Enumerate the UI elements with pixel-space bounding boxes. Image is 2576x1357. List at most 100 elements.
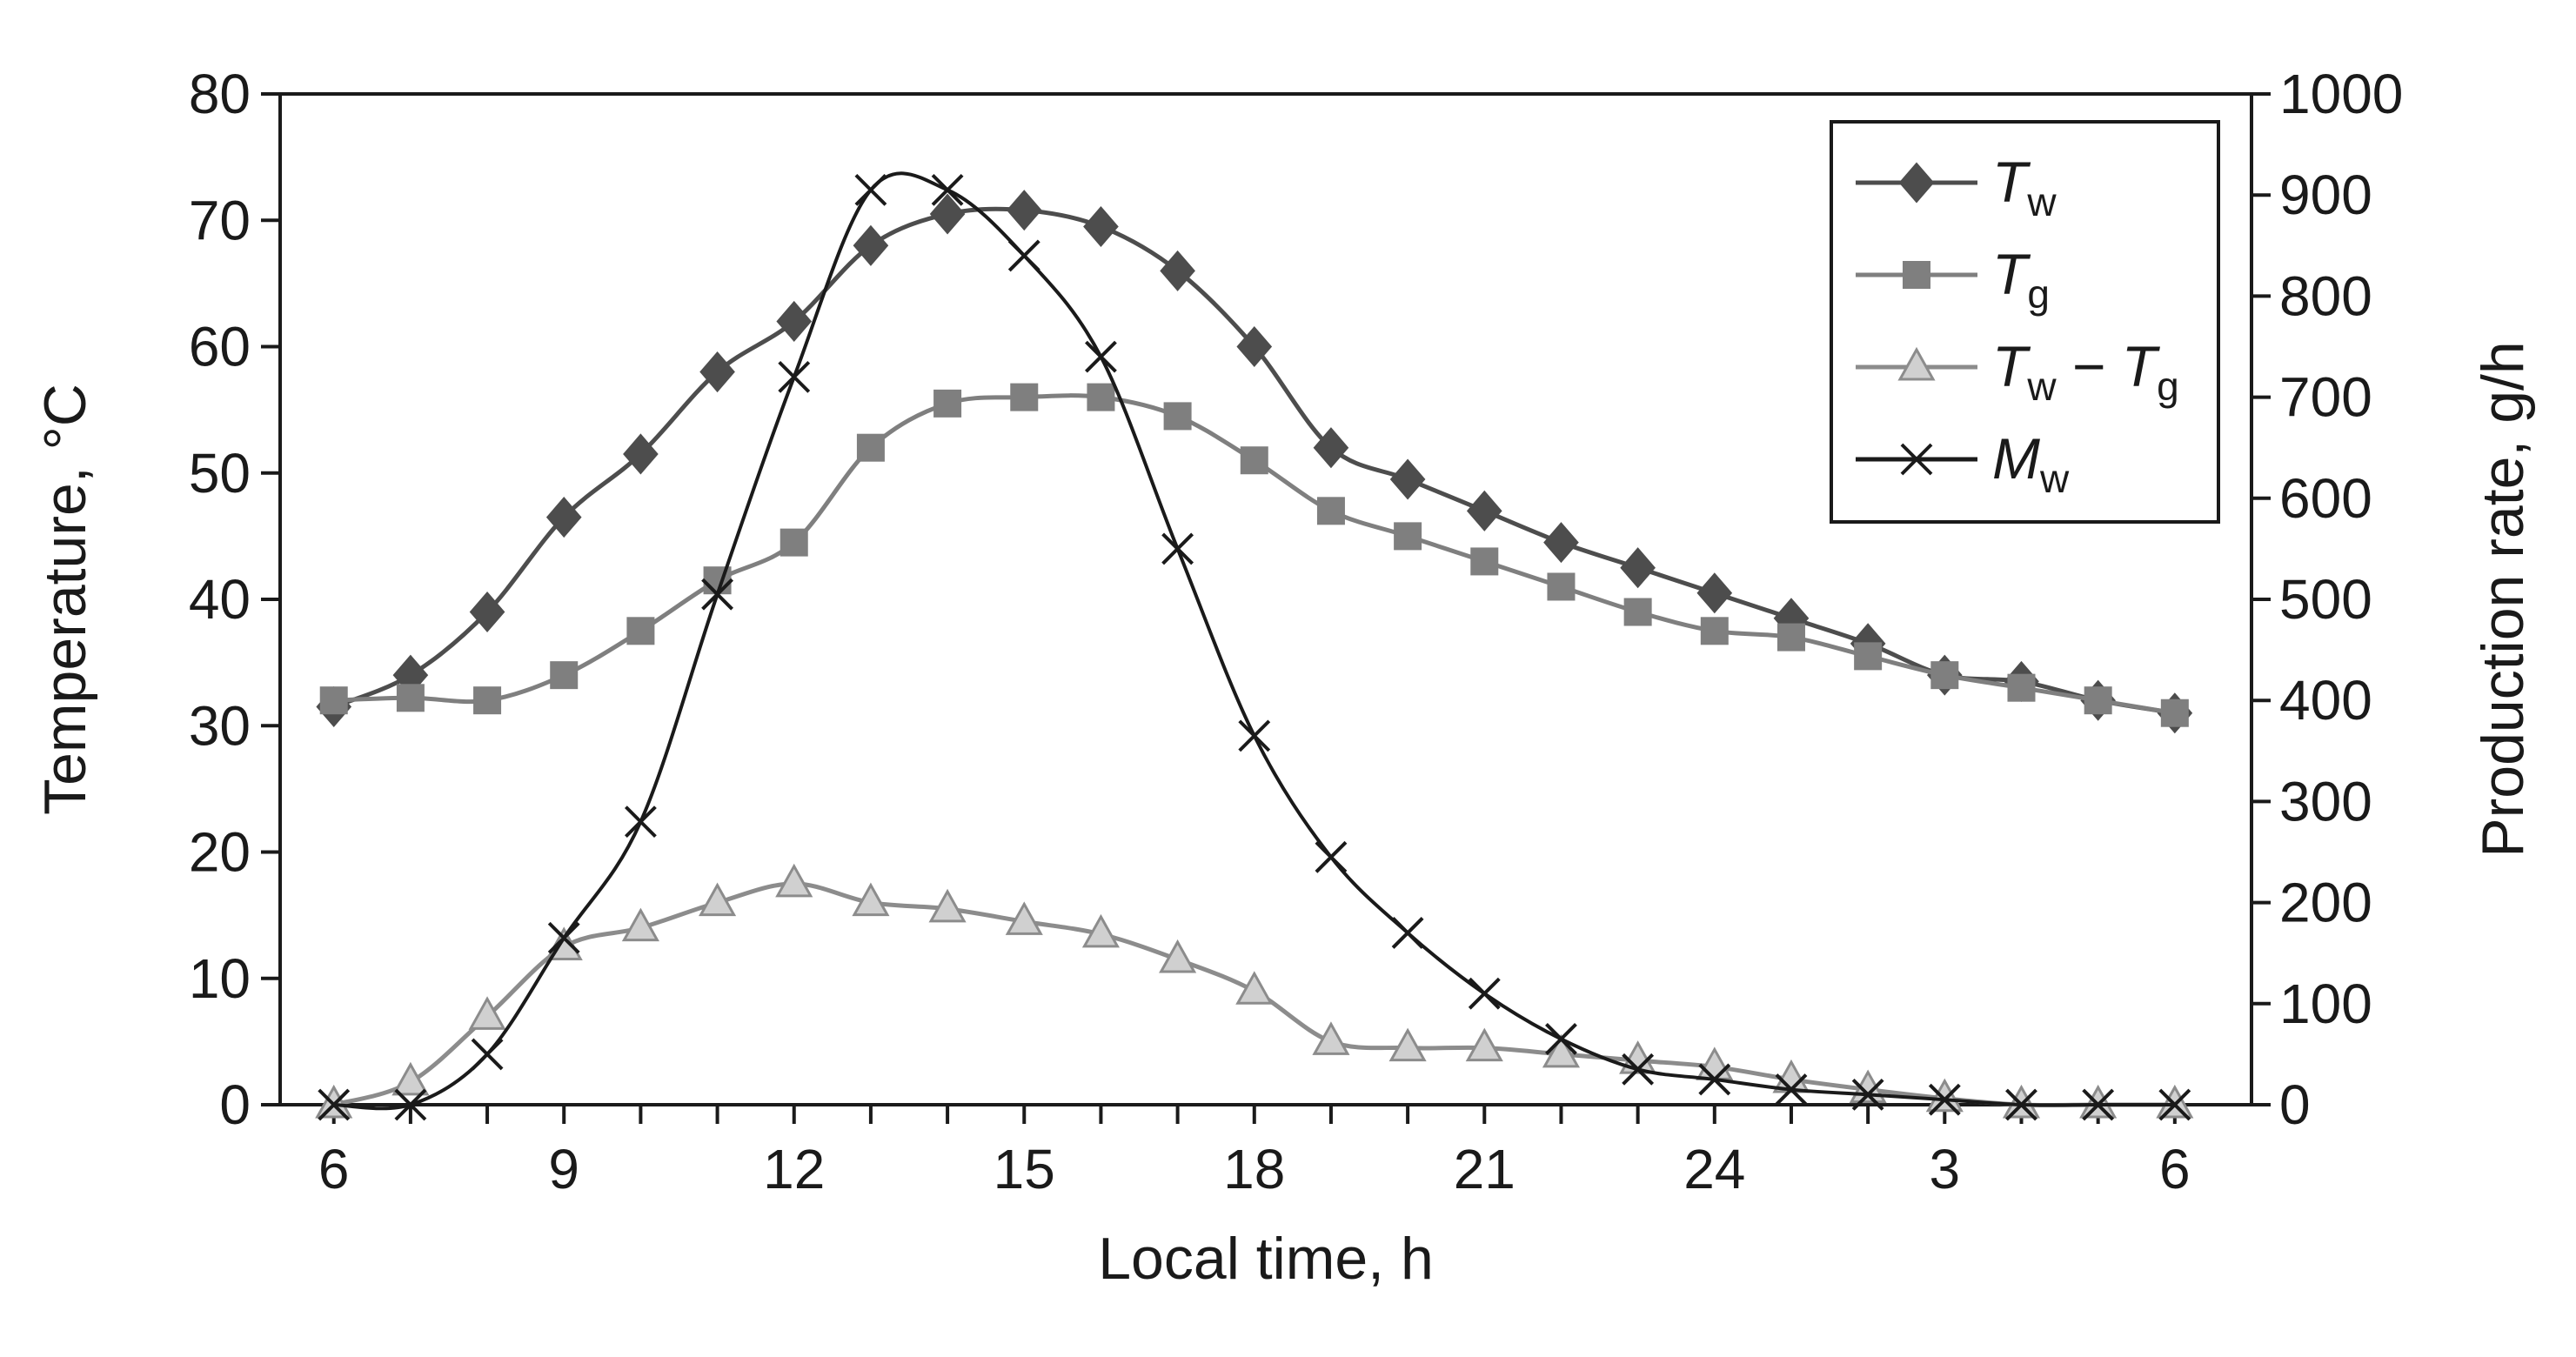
right-axis-tick-label: 500 (2279, 568, 2372, 631)
series-tw-point (545, 497, 582, 538)
series-mw-point (2082, 1088, 2115, 1121)
right-axis-tick-label: 600 (2279, 467, 2372, 530)
right-axis-tick-label: 100 (2279, 973, 2372, 1035)
series-tw-tg-point (1081, 913, 1120, 948)
right-axis-tick-label: 700 (2279, 366, 2372, 429)
series-tg-point (550, 661, 579, 690)
series-mw-point (1238, 719, 1271, 752)
series-tw-tg-point (621, 907, 659, 942)
series-mw-point (1545, 1023, 1577, 1055)
series-tg-point (933, 389, 962, 418)
series-tw-tg-point (1925, 1078, 1964, 1113)
series-tw-point (1543, 522, 1579, 564)
series-mw-point (318, 1088, 351, 1121)
series-tw-tg-point (775, 863, 813, 898)
series-mw-point (1468, 977, 1501, 1010)
left-axis-title: Temperature, °C (32, 384, 98, 815)
series-tg-point (319, 686, 348, 715)
series-tg-point (1087, 383, 1115, 411)
series-tw-tg-point (1159, 939, 1197, 973)
series-tw-tg-point (2156, 1084, 2194, 1119)
right-axis-tick-label: 900 (2279, 164, 2372, 226)
legend: Tw Tg Tw − Tg Mw (1830, 120, 2220, 524)
series-mw-point (624, 806, 657, 839)
series-mw-point (1775, 1073, 1808, 1106)
x-axis-tick-label: 9 (548, 1138, 579, 1200)
series-tw-point (1466, 490, 1502, 531)
series-mw-point (1928, 1083, 1961, 1116)
left-axis-tick-label: 30 (189, 694, 251, 757)
left-axis-tick-label: 10 (189, 947, 251, 1010)
legend-marker-point (1897, 346, 1936, 381)
series-tg-point (626, 617, 655, 645)
series-tw-tg-point (1388, 1027, 1427, 1062)
series-mw-point (778, 360, 811, 393)
series-tw-point (1620, 547, 1656, 589)
series-tw-tg-point (1312, 1021, 1350, 1055)
series-mw-point (2158, 1088, 2191, 1121)
series-tw-point (699, 351, 735, 393)
series-tg-point (1854, 642, 1883, 671)
series-tw-tg-point (315, 1084, 353, 1119)
series-tg-point (1394, 522, 1422, 551)
right-axis-tick-label: 300 (2279, 770, 2372, 832)
series-tg-point (1470, 547, 1499, 576)
legend-label: Mw (1992, 426, 2070, 501)
series-tw-point (1313, 427, 1349, 469)
legend-box (1830, 120, 2220, 524)
series-mw-point (1622, 1053, 1655, 1086)
x-axis-tick-label: 18 (1223, 1138, 1285, 1200)
series-tw-tg-point (699, 882, 737, 917)
series-tg (319, 383, 2189, 727)
series-tg-point (1240, 446, 1268, 475)
series-tg-point (2160, 699, 2189, 727)
legend-marker-point (1903, 261, 1930, 289)
legend-label: Tw − Tg (1992, 334, 2179, 409)
left-axis-tick-label: 70 (189, 189, 251, 251)
series-mw (318, 171, 2191, 1121)
x-axis-tick-label: 12 (763, 1138, 825, 1200)
series-tw-tg-point (468, 996, 506, 1030)
series-tw-point (1696, 572, 1733, 614)
legend-entry-mw: Mw (1856, 426, 2070, 501)
series-tg-point (473, 686, 502, 715)
series-tg-point (2084, 686, 2112, 715)
series-tw-point (1236, 325, 1273, 368)
left-axis: 0 10 20 30 40 50 60 70 80 (189, 63, 280, 1136)
series-tw-tg-point (1005, 901, 1043, 935)
series-mw-point (1007, 239, 1040, 272)
series-tg-point (1930, 661, 1959, 690)
series-tw-point (929, 193, 966, 235)
right-axis-tick-label: 0 (2279, 1073, 2311, 1136)
left-axis-tick-label: 60 (189, 316, 251, 378)
series-layer (315, 171, 2194, 1121)
series-tg-point (2007, 673, 2036, 702)
series-tw-tg-point (1235, 971, 1274, 1005)
legend-label: Tg (1992, 242, 2050, 317)
series-mw-point (1391, 917, 1424, 949)
series-tg-point (396, 684, 425, 712)
left-axis-tick-label: 80 (189, 63, 251, 125)
right-axis-tick-label: 400 (2279, 669, 2372, 732)
series-tg-point (1547, 572, 1576, 601)
series-tw-point (1083, 205, 1119, 248)
left-axis-tick-label: 50 (189, 442, 251, 505)
series-tw-tg-point (852, 882, 890, 917)
series-tw-point (1160, 250, 1195, 291)
x-axis-tick-label: 6 (318, 1138, 350, 1200)
series-tw-tg-point (1542, 1033, 1581, 1068)
series-mw-point (471, 1038, 504, 1071)
right-axis: 0 100 200 300 400 500 600 700 800 900 1000 (2251, 63, 2403, 1136)
series-tg-point (1010, 383, 1039, 411)
series-tg-point (1623, 598, 1652, 626)
series-tw-point (776, 300, 813, 342)
series-mw-point (1698, 1063, 1731, 1096)
series-mw-point (854, 173, 887, 206)
right-axis-tick-label: 200 (2279, 872, 2372, 934)
series-tw-point (1006, 190, 1042, 231)
legend-marker-point (1900, 443, 1933, 476)
series-tw-point (623, 433, 659, 475)
series-tw-point (1389, 458, 1426, 500)
x-axis: 6 9 12 15 18 21 24 3 6 (318, 1105, 2191, 1200)
series-mw-point (701, 578, 733, 611)
